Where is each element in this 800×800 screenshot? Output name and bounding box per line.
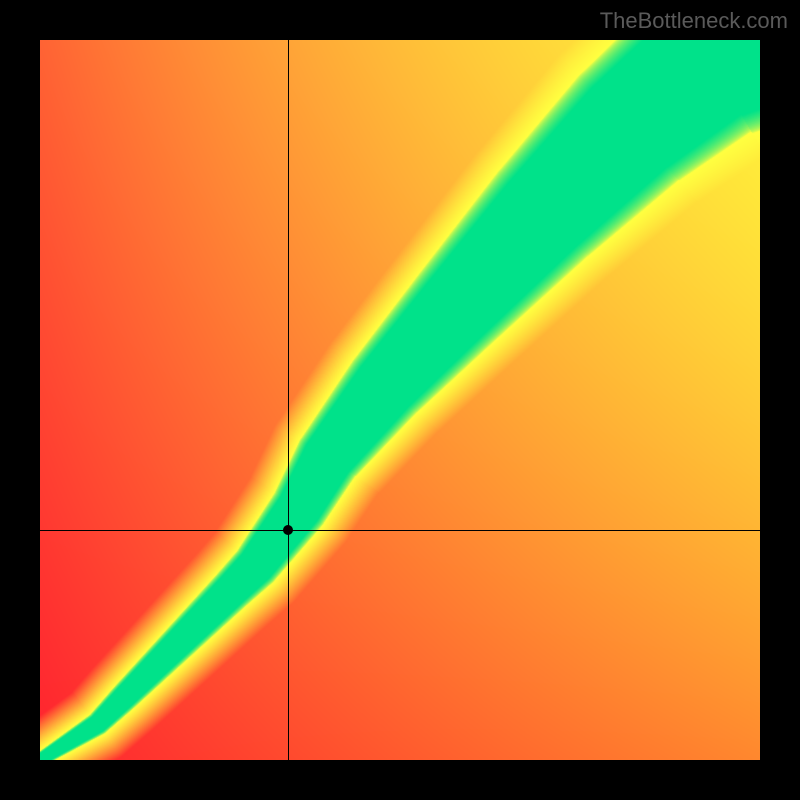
plot-area — [40, 40, 760, 760]
crosshair-horizontal — [40, 530, 760, 531]
crosshair-vertical — [288, 40, 289, 760]
bottleneck-heatmap — [40, 40, 760, 760]
operating-point-marker — [283, 525, 293, 535]
watermark-text: TheBottleneck.com — [600, 8, 788, 34]
